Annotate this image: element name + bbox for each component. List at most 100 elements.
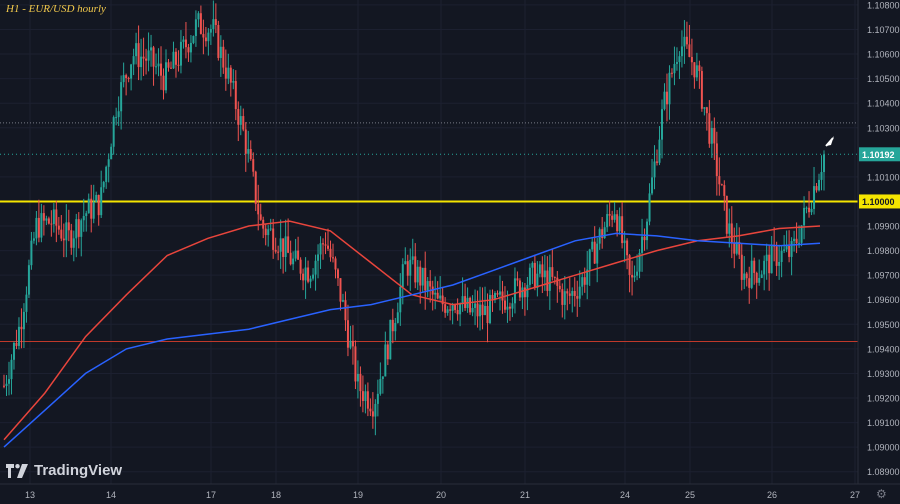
candle-body — [683, 36, 686, 47]
candle-body — [626, 240, 629, 256]
candle-body — [122, 75, 125, 83]
candle-body — [279, 238, 282, 252]
chart-grid — [0, 0, 858, 484]
candle-body — [513, 278, 516, 304]
candle-body — [586, 269, 589, 285]
candle-body — [406, 261, 409, 276]
candle-body — [32, 238, 35, 241]
candle-body — [160, 63, 163, 76]
candle-body — [573, 291, 576, 297]
moving-averages — [3, 220, 821, 448]
candle-body — [675, 62, 678, 64]
candle-body — [264, 228, 267, 236]
candle-body — [52, 209, 55, 224]
candle-body — [57, 225, 60, 230]
candle-body — [808, 207, 811, 213]
candle-body — [446, 309, 449, 313]
candle-body — [780, 250, 783, 262]
settings-gear-icon[interactable]: ⚙ — [876, 487, 887, 501]
candle-body — [733, 243, 736, 254]
candle-body — [55, 209, 58, 226]
candle-body — [319, 243, 322, 255]
candle-body — [147, 50, 150, 61]
candle-body — [244, 129, 247, 154]
candle-body — [429, 281, 432, 287]
price-axis[interactable]: 1.10800 1.10700 1.10600 1.10500 1.10400 1.103… — [857, 0, 900, 504]
candle-body — [479, 304, 482, 317]
candle-body — [611, 215, 614, 220]
candle-body — [10, 359, 13, 380]
y-tick-label: 1.08900 — [867, 467, 900, 477]
candle-body — [364, 391, 367, 401]
time-axis-bg — [0, 484, 900, 504]
candle-body — [307, 267, 310, 282]
candle-body — [322, 243, 325, 245]
candle-body — [327, 245, 330, 249]
candle-body — [172, 51, 175, 69]
candle-body — [3, 385, 5, 387]
candle-body — [222, 46, 225, 68]
candle-body — [703, 107, 706, 109]
candle-body — [768, 254, 771, 274]
candle-body — [541, 264, 544, 278]
candle-body — [127, 78, 130, 80]
candle-body — [680, 46, 683, 57]
candle-body — [102, 181, 105, 188]
candle-body — [596, 243, 599, 264]
candle-body — [349, 340, 352, 348]
candle-body — [444, 304, 447, 313]
candle-body — [90, 198, 93, 219]
candle-body — [708, 113, 711, 144]
candle-body — [818, 179, 821, 191]
candle-body — [603, 227, 606, 239]
time-axis[interactable]: 13 14 17 18 19 20 21 24 25 26 27 — [0, 483, 900, 504]
candle-body — [289, 252, 292, 265]
y-tick-label: 1.10100 — [867, 172, 900, 182]
candle-body — [404, 261, 407, 265]
candle-body — [199, 13, 202, 34]
candle-body — [805, 207, 808, 209]
candle-body — [566, 291, 569, 294]
candle-body — [369, 408, 372, 412]
candle-body — [277, 251, 280, 253]
candle-body — [100, 187, 103, 216]
candle-body — [489, 294, 492, 324]
candle-body — [249, 149, 252, 160]
candle-body — [678, 56, 681, 63]
candle-body — [616, 214, 619, 232]
y-tick-label: 1.09100 — [867, 418, 900, 428]
candle-body — [526, 284, 529, 298]
candle-body — [459, 303, 462, 315]
candle-body — [45, 218, 48, 221]
candle-body — [207, 32, 210, 42]
candle-body — [558, 285, 561, 290]
candle-body — [606, 214, 609, 228]
candle-body — [339, 278, 342, 302]
candle-body — [800, 225, 803, 243]
candle-body — [464, 296, 467, 309]
candle-body — [591, 241, 594, 250]
candle-body — [85, 213, 88, 217]
candle-body — [257, 204, 260, 215]
candle-body — [17, 326, 20, 346]
y-tick-label: 1.10600 — [867, 50, 900, 60]
candle-body — [670, 72, 673, 74]
candle-body — [648, 193, 651, 222]
candle-body — [75, 219, 78, 239]
candle-body — [82, 216, 85, 221]
candle-body — [292, 258, 295, 265]
candle-body — [543, 270, 546, 278]
candle-body — [668, 72, 671, 105]
y-tick-label: 1.09900 — [867, 222, 900, 232]
candle-body — [750, 260, 753, 288]
candle-body — [92, 201, 95, 219]
candle-body — [498, 291, 501, 295]
candle-body — [501, 291, 504, 301]
candle-body — [35, 217, 38, 239]
candle-body — [421, 267, 424, 286]
candle-body — [157, 63, 160, 67]
candle-body — [229, 67, 232, 83]
candle-body — [120, 82, 123, 112]
candle-body — [80, 220, 83, 237]
